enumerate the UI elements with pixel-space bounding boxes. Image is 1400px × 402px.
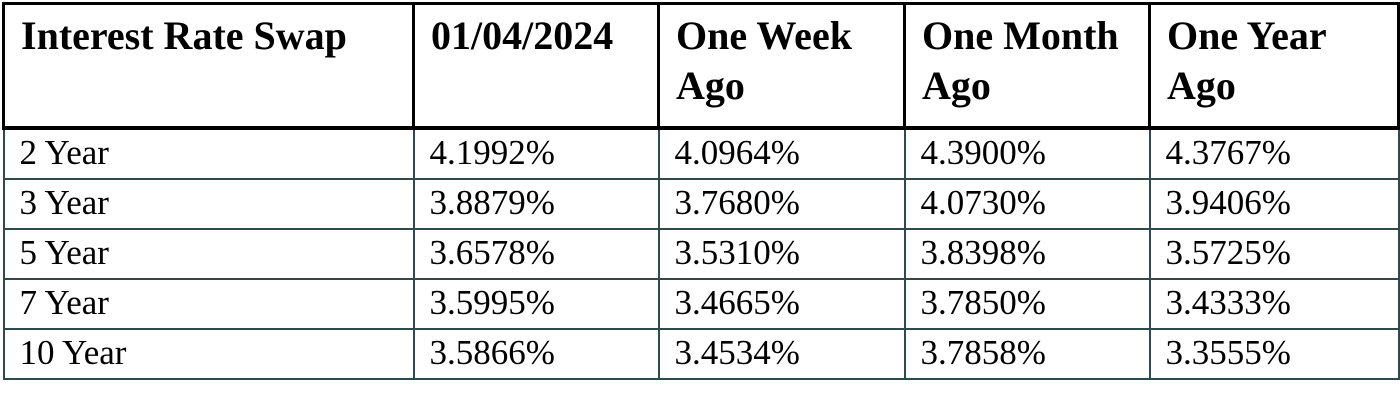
tenor-cell: 5 Year xyxy=(2,228,415,280)
rate-cell: 3.4333% xyxy=(1148,278,1400,330)
tenor-cell: 2 Year xyxy=(2,127,415,180)
rate-cell: 3.4665% xyxy=(657,278,906,330)
rate-cell: 3.7680% xyxy=(657,178,906,230)
table-row-3-year: 3 Year 3.8879% 3.7680% 4.0730% 3.9406% xyxy=(2,178,1400,230)
interest-rate-swap-table: Interest Rate Swap 01/04/2024 One Week A… xyxy=(2,2,1400,380)
rate-cell: 3.8398% xyxy=(903,228,1151,280)
rate-cell: 3.5866% xyxy=(412,328,660,380)
table-row-7-year: 7 Year 3.5995% 3.4665% 3.7850% 3.4333% xyxy=(2,278,1400,330)
column-header-one-week-ago: One Week Ago xyxy=(657,2,906,130)
rate-cell: 3.4534% xyxy=(657,328,906,380)
rate-cell: 3.9406% xyxy=(1148,178,1400,230)
rate-cell: 3.3555% xyxy=(1148,328,1400,380)
header-row: Interest Rate Swap 01/04/2024 One Week A… xyxy=(2,2,1400,130)
table-row-10-year: 10 Year 3.5866% 3.4534% 3.7858% 3.3555% xyxy=(2,328,1400,380)
rate-cell: 4.3767% xyxy=(1148,127,1400,180)
rate-cell: 3.7858% xyxy=(903,328,1151,380)
tenor-cell: 10 Year xyxy=(2,328,415,380)
rate-cell: 3.5725% xyxy=(1148,228,1400,280)
tenor-cell: 3 Year xyxy=(2,178,415,230)
column-header-one-year-ago: One Year Ago xyxy=(1148,2,1400,130)
rate-cell: 4.0964% xyxy=(657,127,906,180)
rate-cell: 3.7850% xyxy=(903,278,1151,330)
column-header-current-date: 01/04/2024 xyxy=(412,2,660,130)
rate-cell: 4.1992% xyxy=(412,127,660,180)
table-row-5-year: 5 Year 3.6578% 3.5310% 3.8398% 3.5725% xyxy=(2,228,1400,280)
rate-cell: 4.0730% xyxy=(903,178,1151,230)
rate-cell: 3.5995% xyxy=(412,278,660,330)
rate-cell: 4.3900% xyxy=(903,127,1151,180)
rate-cell: 3.5310% xyxy=(657,228,906,280)
column-header-instrument: Interest Rate Swap xyxy=(2,2,415,130)
rate-cell: 3.8879% xyxy=(412,178,660,230)
column-header-one-month-ago: One Month Ago xyxy=(903,2,1151,130)
table-row-2-year: 2 Year 4.1992% 4.0964% 4.3900% 4.3767% xyxy=(2,127,1400,180)
rate-cell: 3.6578% xyxy=(412,228,660,280)
tenor-cell: 7 Year xyxy=(2,278,415,330)
